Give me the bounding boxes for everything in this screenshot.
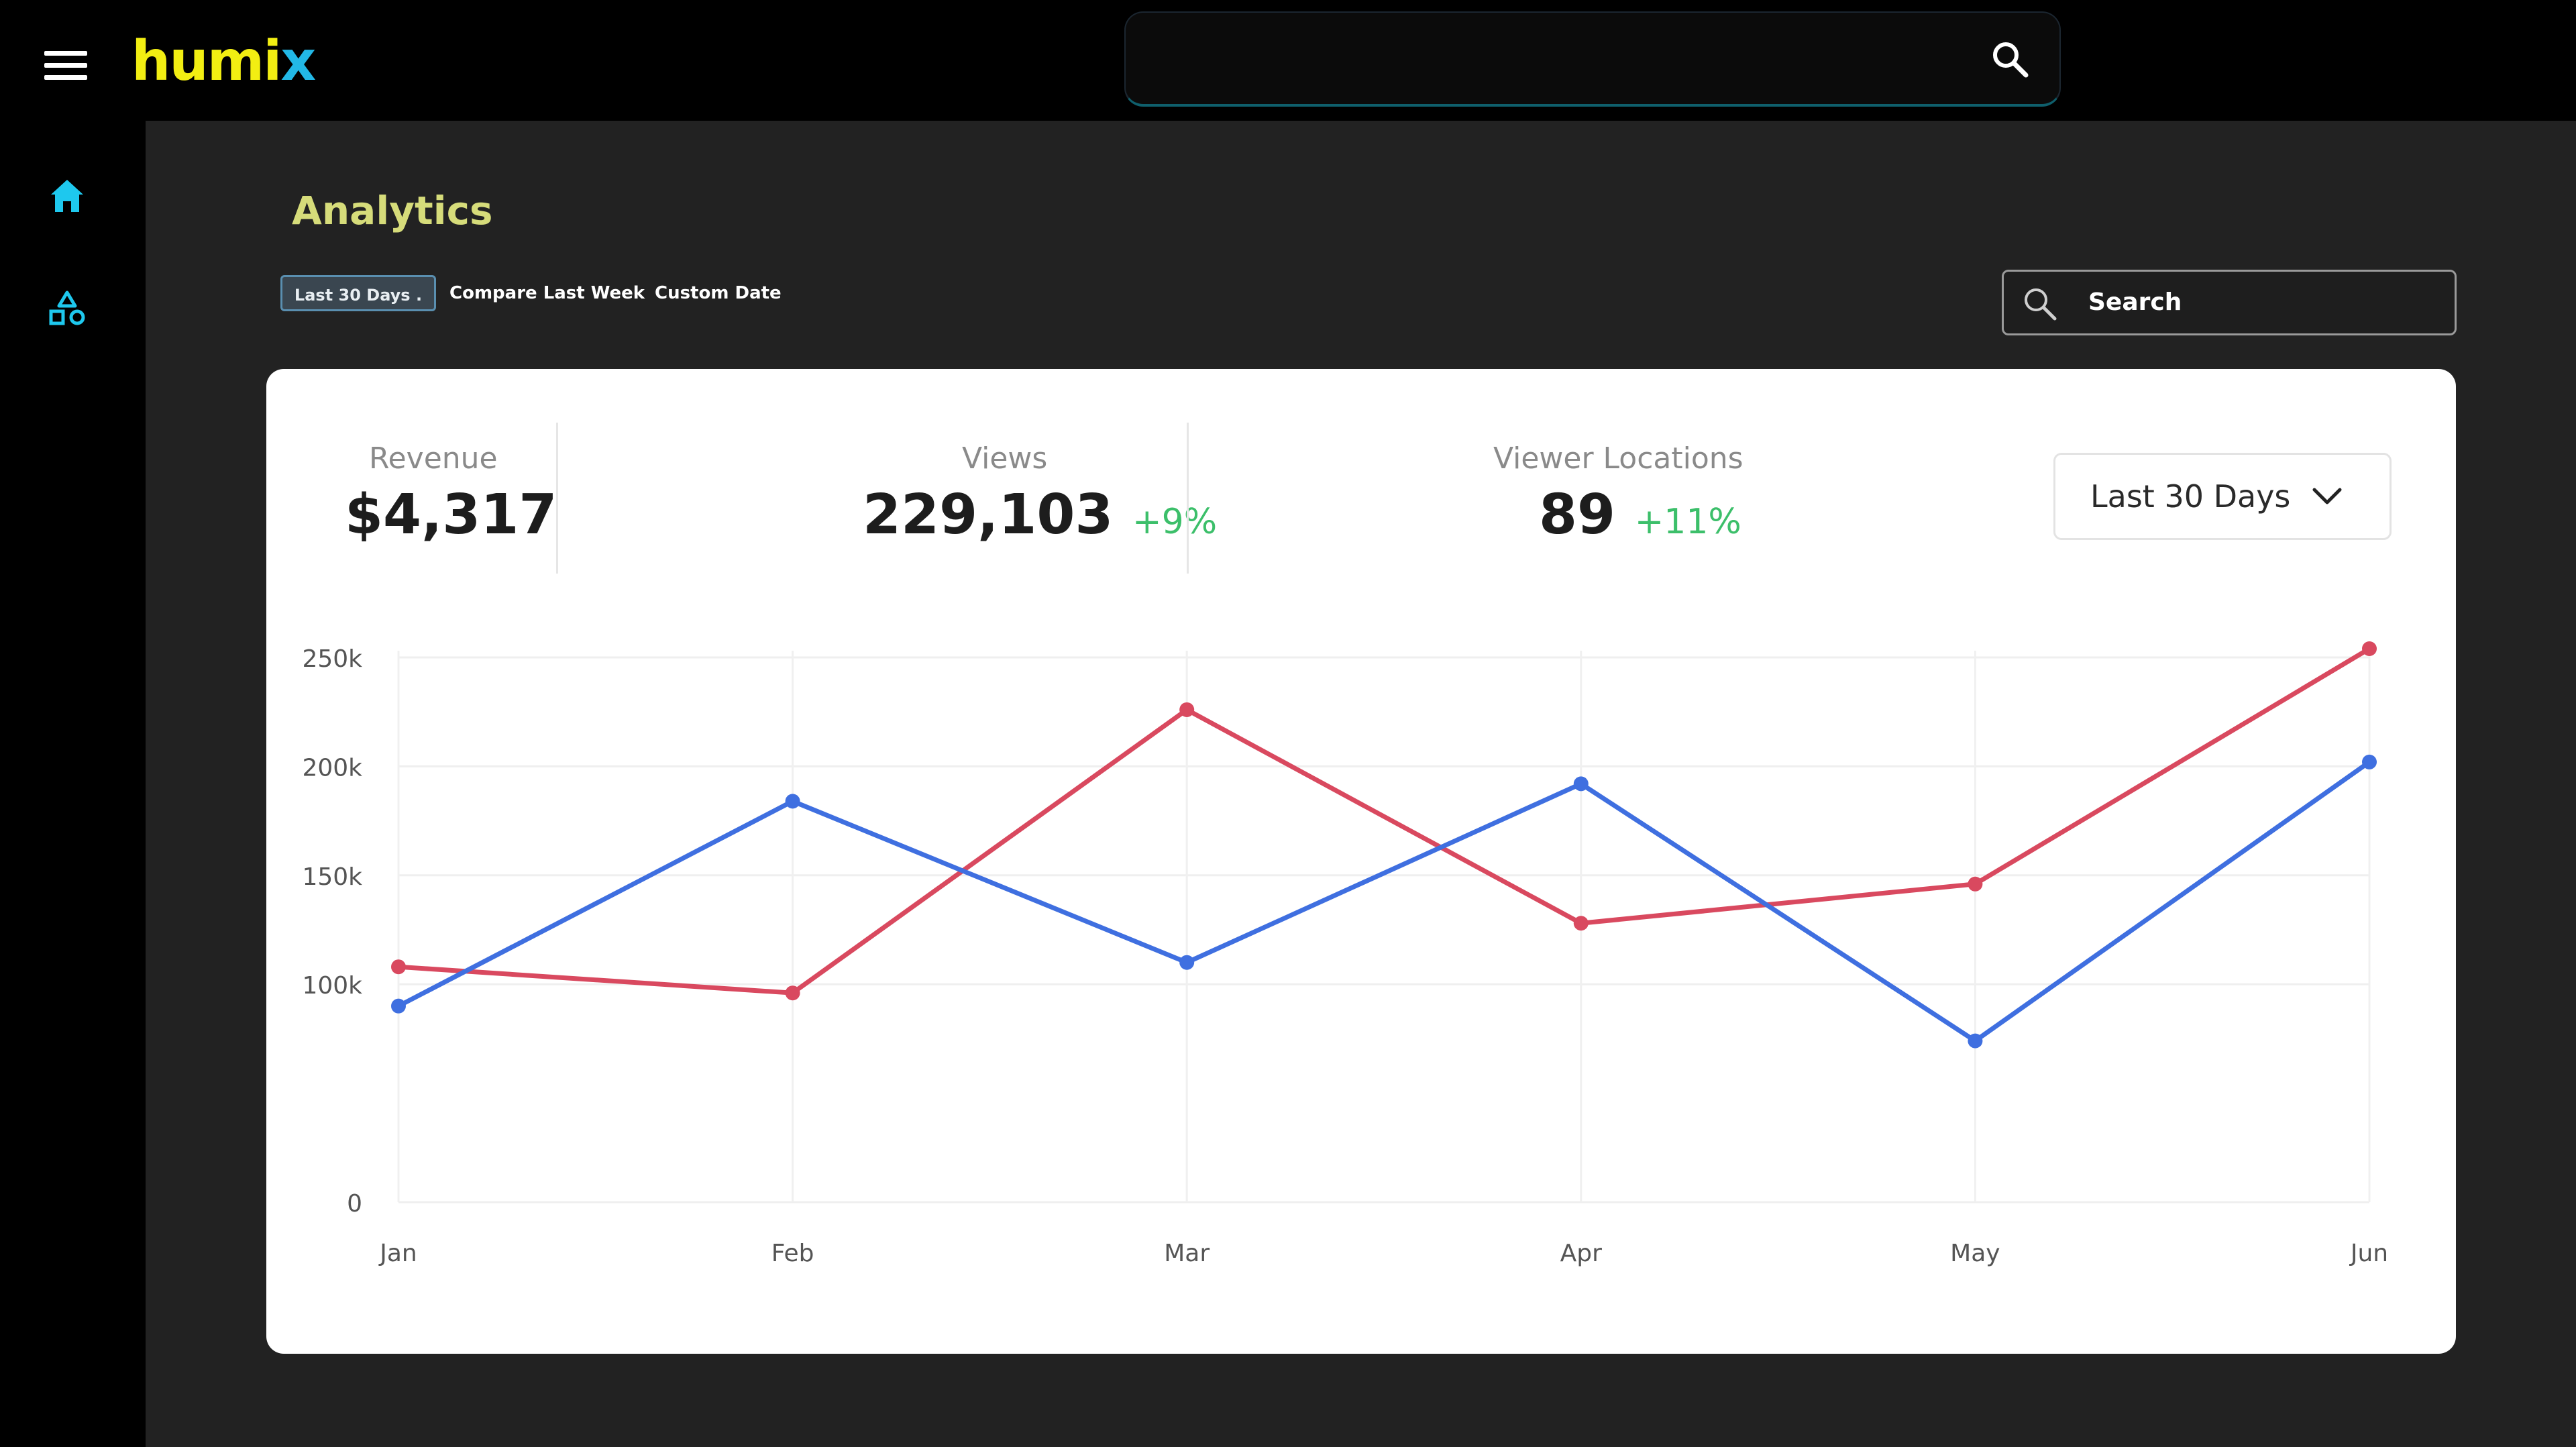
revenue-label: Revenue	[369, 441, 498, 476]
views-delta: +9%	[1132, 502, 1218, 542]
y-tick-label: 150k	[302, 863, 362, 891]
y-tick-label: 0	[347, 1190, 362, 1218]
series-point-1	[2362, 641, 2377, 657]
x-tick-label: May	[1950, 1240, 2000, 1267]
top-search-input[interactable]	[1158, 33, 1952, 88]
series-point-2	[785, 794, 800, 809]
views-value: 229,103	[863, 483, 1114, 547]
views-label: Views	[962, 441, 1048, 476]
x-tick-label: Mar	[1164, 1240, 1210, 1267]
series-point-1	[1968, 876, 1983, 892]
y-tick-label: 200k	[302, 754, 362, 782]
date-range-select[interactable]: Last 30 Days	[2053, 453, 2392, 540]
series-point-1	[785, 985, 800, 1001]
panel-search-label: Search	[2088, 288, 2182, 316]
series-point-2	[1968, 1033, 1983, 1049]
hamburger-menu-icon[interactable]	[44, 51, 87, 81]
search-icon	[2025, 288, 2057, 321]
stat-divider	[1187, 423, 1189, 574]
search-icon[interactable]	[1990, 39, 2030, 79]
series-point-2	[391, 998, 406, 1014]
views-stat: 229,103 +9%	[863, 483, 1217, 547]
chevron-down-icon	[2312, 488, 2342, 504]
series-point-2	[2362, 754, 2377, 769]
x-tick-label: Feb	[771, 1240, 814, 1267]
stat-divider	[556, 423, 558, 574]
filter-last-30-days[interactable]: Last 30 Days .	[280, 275, 436, 311]
panel-search-box[interactable]: Search	[2002, 270, 2457, 335]
series-point-1	[1573, 916, 1589, 931]
y-tick-label: 250k	[302, 645, 362, 673]
shapes-icon[interactable]	[47, 288, 87, 329]
viewer-locations-label: Viewer Locations	[1493, 441, 1743, 476]
x-tick-label: Jun	[2349, 1240, 2388, 1267]
viewer-locations-value: 89	[1539, 483, 1616, 547]
top-bar: humix	[0, 0, 2576, 121]
series-point-2	[1179, 955, 1195, 970]
viewer-locations-stat: 89 +11%	[1539, 483, 1741, 547]
top-search-bar	[1124, 11, 2061, 107]
x-tick-label: Jan	[378, 1240, 417, 1267]
series-line-1	[398, 647, 2371, 996]
series-line-2	[397, 760, 2371, 1044]
series-point-1	[391, 959, 406, 975]
home-icon[interactable]	[47, 176, 87, 216]
filter-custom-date[interactable]: Custom Date	[655, 283, 782, 303]
sidebar	[0, 121, 146, 1447]
date-range-value: Last 30 Days	[2090, 478, 2291, 515]
series-point-1	[1179, 702, 1195, 717]
page-title: Analytics	[292, 188, 493, 233]
x-tick-label: Apr	[1560, 1240, 1602, 1267]
revenue-value: $4,317	[345, 483, 557, 547]
series-point-2	[1573, 776, 1589, 792]
brand-logo[interactable]: humix	[131, 30, 316, 93]
filter-compare-last-week[interactable]: Compare Last Week	[449, 283, 645, 303]
viewer-locations-delta: +11%	[1634, 502, 1741, 542]
y-tick-label: 100k	[302, 972, 362, 1000]
